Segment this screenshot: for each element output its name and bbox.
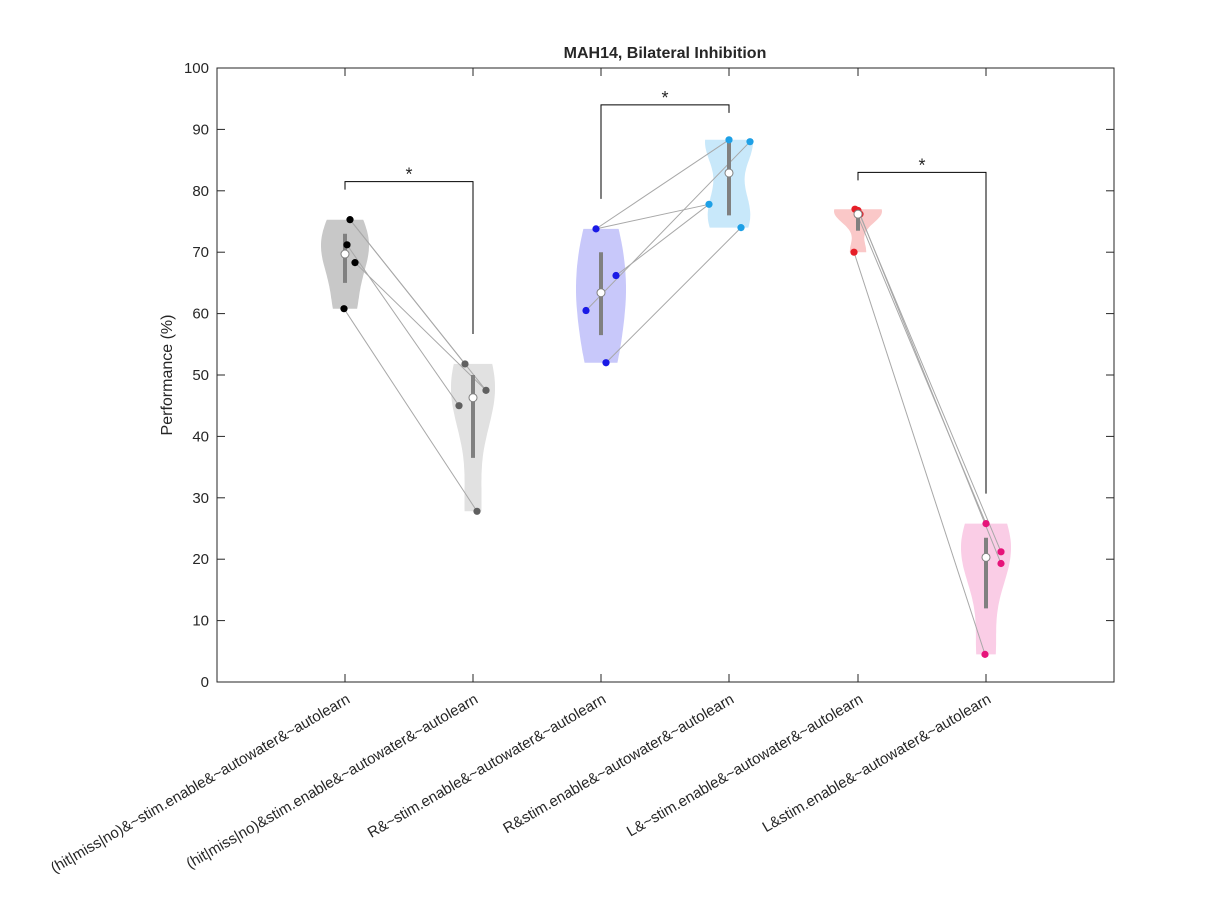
median-marker-2: [468, 393, 478, 403]
x-tick-label-6: L&stim.enable&~autowater&~autolearn: [759, 691, 994, 836]
points-layer: [340, 136, 1005, 658]
data-point-4-1: [725, 136, 733, 144]
paired-line-2-5: [595, 203, 710, 230]
y-tick-label-50: 50: [192, 367, 209, 384]
significance-bracket-3: [857, 171, 987, 494]
y-tick-label-100: 100: [184, 60, 209, 77]
y-tick-label-60: 60: [192, 306, 209, 323]
data-point-1-2: [343, 241, 351, 249]
y-tick-label-90: 90: [192, 121, 209, 138]
data-point-3-1: [592, 225, 600, 233]
x-tick-label-4: R&stim.enable&~autowater&~autolearn: [500, 691, 737, 837]
box-layer: [343, 141, 988, 609]
paired-line-2-1: [595, 139, 730, 230]
y-axis-label: Performance (%): [159, 315, 176, 436]
y-tick-label-10: 10: [192, 613, 209, 630]
data-point-4-3: [705, 200, 713, 208]
paired-line-2-3: [585, 141, 751, 311]
x-tick-label-3: R&~stim.enable&~autowater&~autolearn: [365, 691, 609, 842]
data-point-2-1: [461, 360, 469, 368]
paired-lines-layer: [343, 139, 1002, 655]
data-point-2-3: [455, 402, 463, 410]
data-point-6-2: [997, 548, 1005, 556]
data-point-4-4: [737, 224, 745, 232]
y-tick-label-70: 70: [192, 244, 209, 261]
median-marker-4: [724, 168, 734, 178]
significance-bracket-1: [344, 181, 474, 334]
y-tick-label-30: 30: [192, 490, 209, 507]
paired-line-1-2: [346, 244, 460, 406]
y-tick-label-0: 0: [201, 674, 209, 691]
significance-label-2: *: [661, 88, 668, 108]
y-tick-label-20: 20: [192, 551, 209, 568]
x-tick-label-5: L&~stim.enable&~autowater&~autolearn: [624, 691, 866, 841]
y-tick-label-80: 80: [192, 183, 209, 200]
median-marker-6: [981, 552, 991, 562]
significance-bracket-2: [600, 104, 730, 199]
violins-layer: [321, 139, 1011, 655]
paired-line-2-4: [605, 227, 742, 364]
x-tick-label-2: (hit|miss|no)&stim.enable&~autowater&~au…: [183, 691, 481, 873]
data-point-2-4: [473, 507, 481, 515]
data-point-6-3: [997, 559, 1005, 568]
data-point-1-1: [346, 216, 354, 224]
paired-line-3-4: [853, 252, 986, 655]
data-point-6-4: [981, 650, 989, 658]
data-point-1-4: [340, 305, 348, 313]
data-point-6-1: [982, 519, 990, 528]
data-point-2-2: [482, 386, 490, 394]
data-point-5-4: [850, 248, 858, 256]
paired-line-1-4: [343, 308, 478, 512]
axes-layer: 0102030405060708090100(hit|miss|no)&~sti…: [48, 60, 1115, 877]
paired-line-1-3: [354, 262, 487, 391]
y-tick-label-40: 40: [192, 428, 209, 445]
median-marker-1: [340, 249, 350, 259]
significance-layer: * * *: [344, 88, 987, 494]
significance-label-3: *: [918, 155, 925, 175]
median-marker-3: [596, 288, 606, 298]
data-point-3-4: [602, 359, 610, 367]
significance-label-1: *: [405, 165, 412, 185]
chart-title: MAH14, Bilateral Inhibition: [564, 45, 767, 62]
data-point-1-3: [351, 259, 359, 267]
paired-line-3-3: [859, 213, 1002, 564]
data-point-3-3: [582, 306, 590, 315]
median-marker-5: [853, 209, 863, 219]
data-point-4-2: [746, 138, 754, 146]
data-point-3-2: [612, 271, 620, 280]
